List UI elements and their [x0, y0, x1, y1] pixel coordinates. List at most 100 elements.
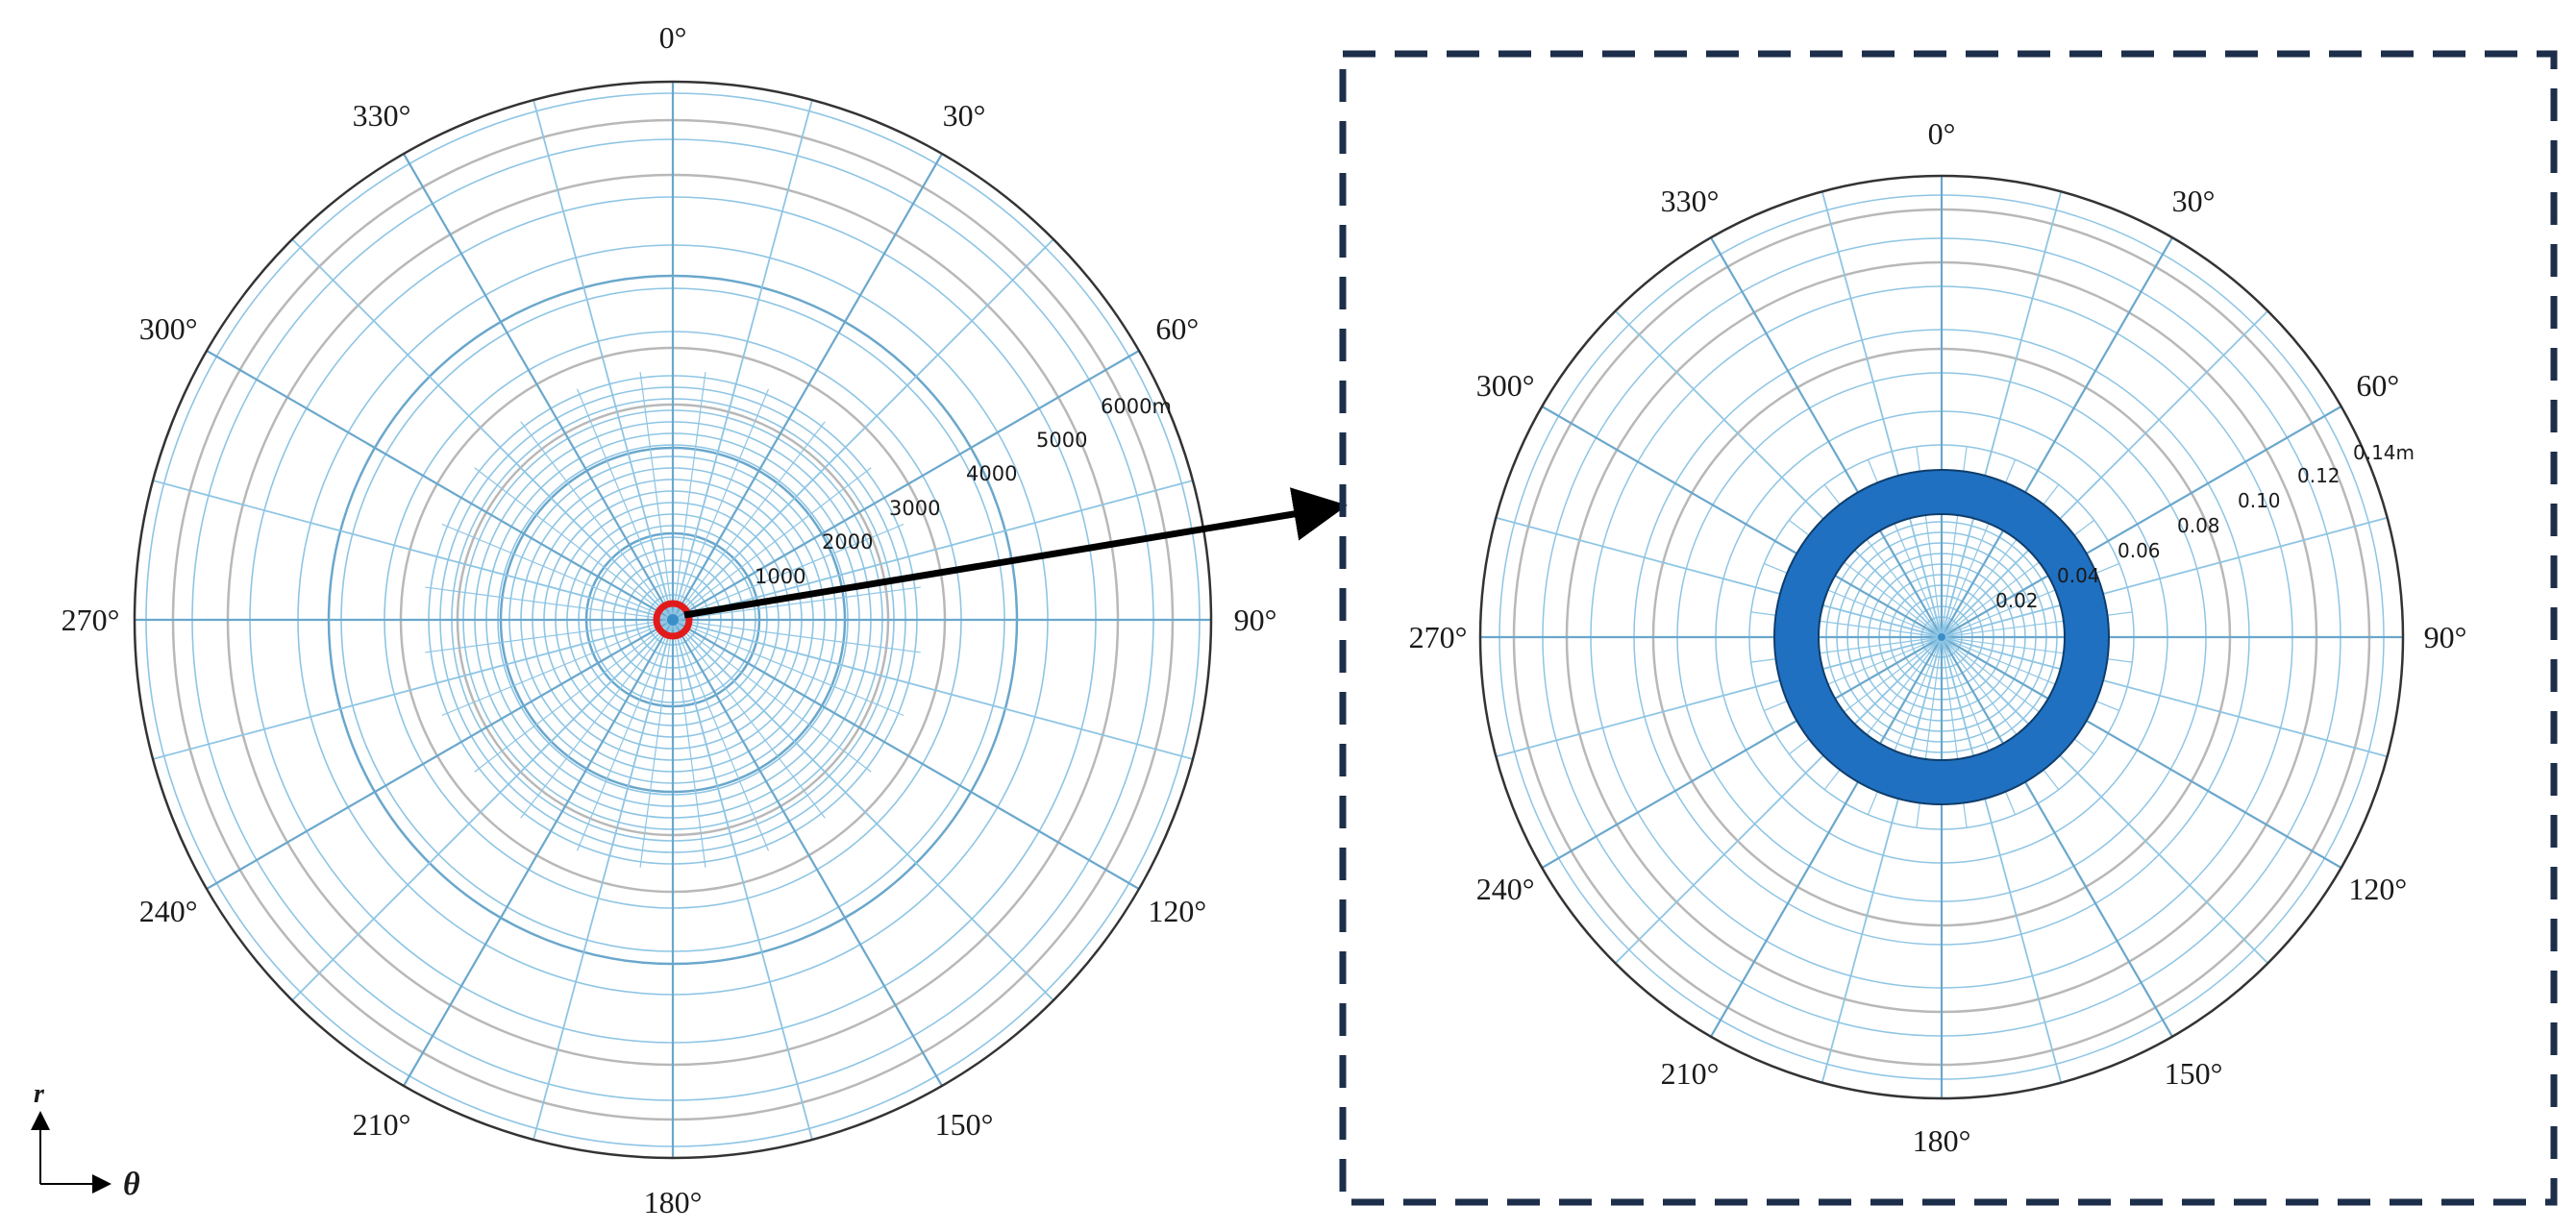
grid-spoke-fine	[441, 523, 674, 621]
grid-spoke-major	[672, 153, 943, 621]
grid-spoke-minor	[1941, 191, 2063, 638]
angle-label: 30°	[2172, 184, 2216, 218]
angle-label: 270°	[62, 603, 120, 637]
grid-spoke-fine	[672, 586, 921, 621]
grid-spoke-major	[403, 153, 674, 621]
grid-spoke-minor	[1941, 636, 2269, 965]
zoom-arrow	[683, 487, 1348, 619]
grid-spoke-minor	[1941, 636, 2388, 758]
angle-label: 210°	[1661, 1056, 1720, 1091]
grid-spoke-fine	[672, 619, 826, 819]
grid-spoke-fine	[425, 619, 674, 653]
left-angle-labels: 0° 30° 60° 90° 120° 150° 180° 210° 240° 270° 300° 3…	[62, 20, 1277, 1219]
angle-label: 300°	[139, 311, 198, 346]
radial-label: 0.12	[2297, 464, 2341, 487]
grid-spoke-fine	[672, 619, 921, 653]
polar-outline	[1478, 174, 2405, 1100]
grid-spoke-major	[1541, 636, 1943, 869]
grid-spoke-minor	[1821, 636, 1943, 1083]
grid-spoke-major	[1710, 636, 1943, 1038]
grid-spoke-fine	[672, 388, 770, 621]
radial-label: 3000	[889, 497, 940, 520]
polar-outline	[133, 80, 1213, 1160]
angle-label: 0°	[1928, 116, 1956, 151]
grid-spoke-fine	[672, 372, 706, 621]
angle-label: 90°	[1234, 603, 1277, 637]
angle-label: 120°	[1148, 894, 1206, 928]
grid-spoke-minor	[533, 619, 674, 1141]
grid-spoke-major	[1941, 406, 2342, 638]
angle-label: 300°	[1476, 368, 1535, 403]
grid-spoke-minor	[672, 619, 813, 1141]
radial-label: 0.10	[2238, 489, 2281, 512]
grid-spoke-minor	[1496, 516, 1943, 638]
radial-label: 6000m	[1101, 395, 1172, 418]
angle-label: 30°	[943, 98, 986, 133]
grid-spoke-major	[1941, 636, 2173, 1038]
radial-label: 0.14m	[2353, 441, 2415, 464]
angle-label: 150°	[935, 1107, 994, 1142]
grid-spoke-major	[206, 350, 674, 621]
grid-spoke-major	[672, 619, 943, 1087]
radial-label: 1000	[755, 565, 805, 588]
annulus-inner-edge	[1818, 513, 2066, 761]
grid-spoke-fine	[425, 586, 674, 621]
radial-label: 4000	[966, 462, 1017, 485]
left-radial-labels: 1000 2000 3000 4000 5000 6000m	[755, 395, 1172, 588]
angle-label: 180°	[644, 1185, 703, 1219]
grid-spoke-minor	[672, 480, 1194, 621]
grid-spoke-fine	[672, 619, 770, 851]
grid-spoke-fine	[672, 619, 872, 773]
radial-label: 0.04	[2057, 564, 2100, 587]
grid-spoke-minor	[672, 619, 1194, 760]
left-polar-grid	[133, 80, 1213, 1160]
angle-label: 240°	[139, 894, 198, 928]
r-axis-label: r	[34, 1079, 45, 1109]
right-polar-plot: 0° 30° 60° 90° 120° 150° 180° 210° 240° 270° 300° 3…	[1409, 116, 2467, 1158]
grid-spoke-fine	[576, 388, 674, 621]
angle-label: 120°	[2348, 872, 2407, 906]
left-polar-plot: 0° 30° 60° 90° 120° 150° 180° 210° 240° 270° 300° 3…	[62, 20, 1277, 1219]
angle-label: 0°	[659, 20, 687, 55]
angle-label: 60°	[1155, 311, 1199, 346]
grid-spoke-minor	[152, 619, 674, 760]
angle-label: 210°	[353, 1107, 411, 1142]
angle-label: 180°	[1913, 1123, 1971, 1158]
grid-spoke-major	[206, 619, 674, 890]
angle-label: 240°	[1476, 872, 1535, 906]
grid-spoke-minor	[1941, 636, 2063, 1083]
grid-spoke-minor	[672, 238, 1054, 621]
grid-spoke-minor	[291, 238, 674, 621]
grid-spoke-fine	[672, 523, 904, 621]
grid-spoke-fine	[672, 421, 826, 621]
grid-spoke-minor	[152, 480, 674, 621]
grid-spoke-major	[1941, 636, 2342, 869]
grid-spoke-minor	[672, 99, 813, 621]
grid-spoke-fine	[639, 372, 674, 621]
radial-label: 0.08	[2177, 514, 2220, 537]
grid-spoke-minor	[672, 619, 1054, 1001]
radial-label: 0.06	[2118, 539, 2161, 562]
grid-spoke-fine	[672, 619, 904, 717]
axis-indicator: r θ	[31, 1079, 140, 1202]
grid-spoke-fine	[576, 619, 674, 851]
angle-label: 90°	[2424, 620, 2467, 654]
radial-label: 5000	[1036, 429, 1087, 452]
grid-spoke-fine	[672, 467, 872, 621]
radial-label: 2000	[822, 530, 873, 554]
highlight-ring	[653, 600, 693, 640]
grid-spoke-minor	[1614, 636, 1943, 965]
angle-label: 330°	[1661, 184, 1720, 218]
theta-axis-label: θ	[123, 1167, 140, 1202]
right-center-dot	[1938, 633, 1945, 641]
grid-spoke-major	[1541, 406, 1943, 638]
annulus-outer-edge	[1773, 469, 2110, 805]
grid-spoke-major	[403, 619, 674, 1087]
grid-spoke-minor	[291, 619, 674, 1001]
zoom-box	[1339, 50, 2558, 1206]
grid-spoke-minor	[533, 99, 674, 621]
grid-spoke-minor	[1941, 516, 2388, 638]
annulus-ring	[1774, 470, 2109, 804]
grid-spoke-fine	[441, 619, 674, 717]
